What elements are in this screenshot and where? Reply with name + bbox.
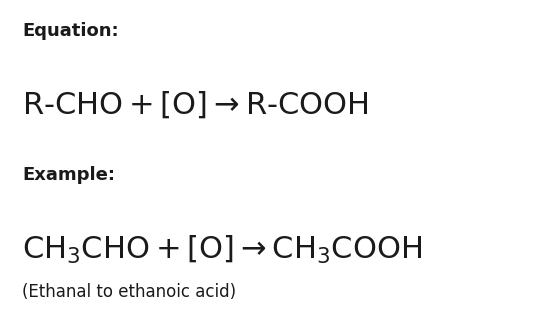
Text: Equation:: Equation: (22, 22, 119, 40)
Text: $\mathrm{R\text{-}CHO + [O] \rightarrow R\text{-}COOH}$: $\mathrm{R\text{-}CHO + [O] \rightarrow … (22, 90, 369, 120)
Text: Example:: Example: (22, 166, 115, 184)
Text: $\mathrm{CH_3CHO + [O] \rightarrow CH_3COOH}$: $\mathrm{CH_3CHO + [O] \rightarrow CH_3C… (22, 234, 422, 266)
Text: (Ethanal to ethanoic acid): (Ethanal to ethanoic acid) (22, 283, 236, 301)
